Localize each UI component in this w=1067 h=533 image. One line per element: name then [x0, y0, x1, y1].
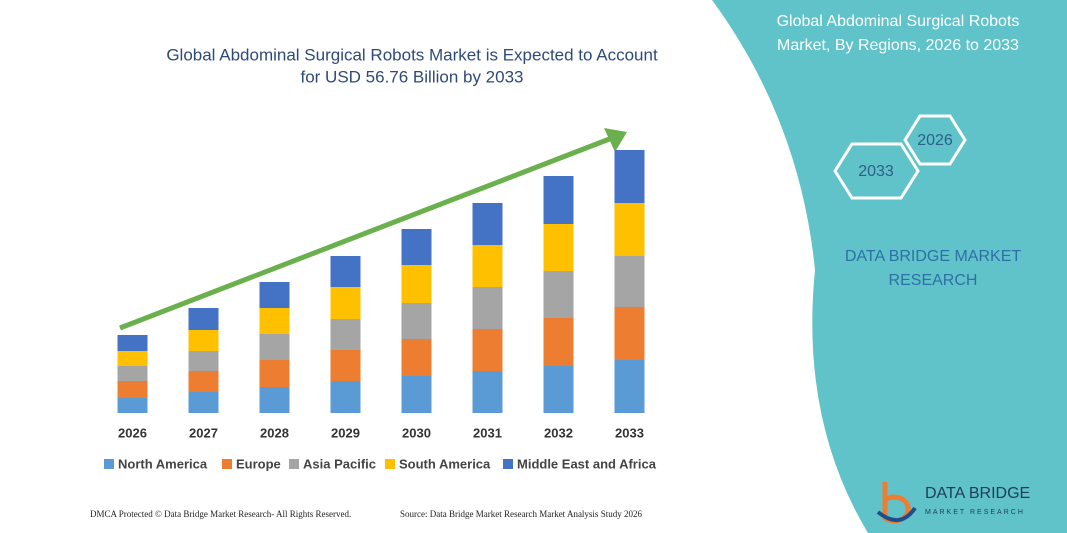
bar-segment: [401, 229, 432, 265]
bar-segment: [259, 282, 290, 308]
brand: RESEARCH: [889, 272, 978, 289]
bar-segment: [401, 303, 432, 339]
x-tick-label: 2032: [544, 425, 573, 440]
x-tick-label: 2026: [118, 425, 147, 440]
x-tick-label: 2033: [615, 425, 644, 440]
bar-segment: [543, 318, 574, 366]
bar-segment: [259, 334, 290, 360]
bar-segment: [330, 256, 361, 287]
brand: DATA BRIDGE MARKET: [845, 248, 1022, 265]
bar-segment: [543, 271, 574, 318]
bar-segment: [259, 308, 290, 334]
legend-label: South America: [399, 456, 491, 471]
panel-title: Global Abdominal Surgical Robots: [777, 13, 1020, 30]
bar-segment: [614, 256, 645, 307]
x-tick-label: 2031: [473, 425, 502, 440]
x-tick-label: 2030: [402, 425, 431, 440]
legend-label: Europe: [236, 456, 281, 471]
hex-label: 2033: [858, 163, 894, 180]
legend-swatch: [503, 459, 513, 469]
bar-segment: [472, 329, 503, 371]
bar-segment: [330, 381, 361, 413]
side-panel: [712, 0, 1067, 533]
bar-segment: [259, 387, 290, 413]
bar-segment: [188, 392, 219, 413]
panel-title: Market, By Regions, 2026 to 2033: [777, 37, 1019, 54]
bar-segment: [543, 224, 574, 271]
footer-left: DMCA Protected © Data Bridge Market Rese…: [90, 509, 351, 519]
bar-segment: [117, 366, 148, 381]
legend-label: Asia Pacific: [303, 456, 376, 471]
hexagon: [903, 114, 967, 166]
bar-segment: [330, 350, 361, 381]
bar-segment: [117, 381, 148, 398]
bar-segment: [401, 339, 432, 376]
trend-arrowhead: [604, 128, 627, 152]
x-tick-label: 2027: [189, 425, 218, 440]
logo-name: DATA BRIDGE: [925, 485, 1030, 502]
bar-segment: [259, 360, 290, 387]
bar-segment: [472, 203, 503, 245]
legend-label: North America: [118, 456, 208, 471]
legend-swatch: [289, 459, 299, 469]
bar-segment: [117, 335, 148, 351]
bar-segment: [472, 287, 503, 329]
bar-segment: [401, 265, 432, 303]
x-tick-label: 2029: [331, 425, 360, 440]
bar-segment: [543, 176, 574, 224]
chart-title: for USD 56.76 Billion by 2033: [300, 67, 523, 86]
bar-segment: [117, 351, 148, 366]
hexagon: [833, 142, 920, 200]
legend-swatch: [385, 459, 395, 469]
bar-segment: [614, 307, 645, 360]
bar-segment: [188, 351, 219, 371]
bar-segment: [330, 319, 361, 350]
logo-mark: [876, 506, 917, 522]
bar-segment: [614, 150, 645, 203]
bar-segment: [188, 371, 219, 392]
footer-right: Source: Data Bridge Market Research Mark…: [400, 509, 642, 519]
bar-segment: [330, 287, 361, 319]
hex-label: 2026: [917, 132, 953, 149]
bar-segment: [188, 308, 219, 330]
chart-title: Global Abdominal Surgical Robots Market …: [166, 45, 658, 64]
bar-segment: [401, 376, 432, 413]
legend-label: Middle East and Africa: [517, 456, 657, 471]
bar-segment: [472, 371, 503, 413]
logo-tagline: MARKET RESEARCH: [925, 509, 1025, 516]
bar-segment: [614, 360, 645, 413]
bar-segment: [543, 366, 574, 413]
bar-segment: [472, 245, 503, 287]
legend-swatch: [104, 459, 114, 469]
legend-swatch: [222, 459, 232, 469]
bar-segment: [188, 330, 219, 351]
trend-arrow: [119, 135, 613, 331]
bar-segment: [117, 398, 148, 413]
bar-segment: [614, 203, 645, 256]
x-tick-label: 2028: [260, 425, 289, 440]
